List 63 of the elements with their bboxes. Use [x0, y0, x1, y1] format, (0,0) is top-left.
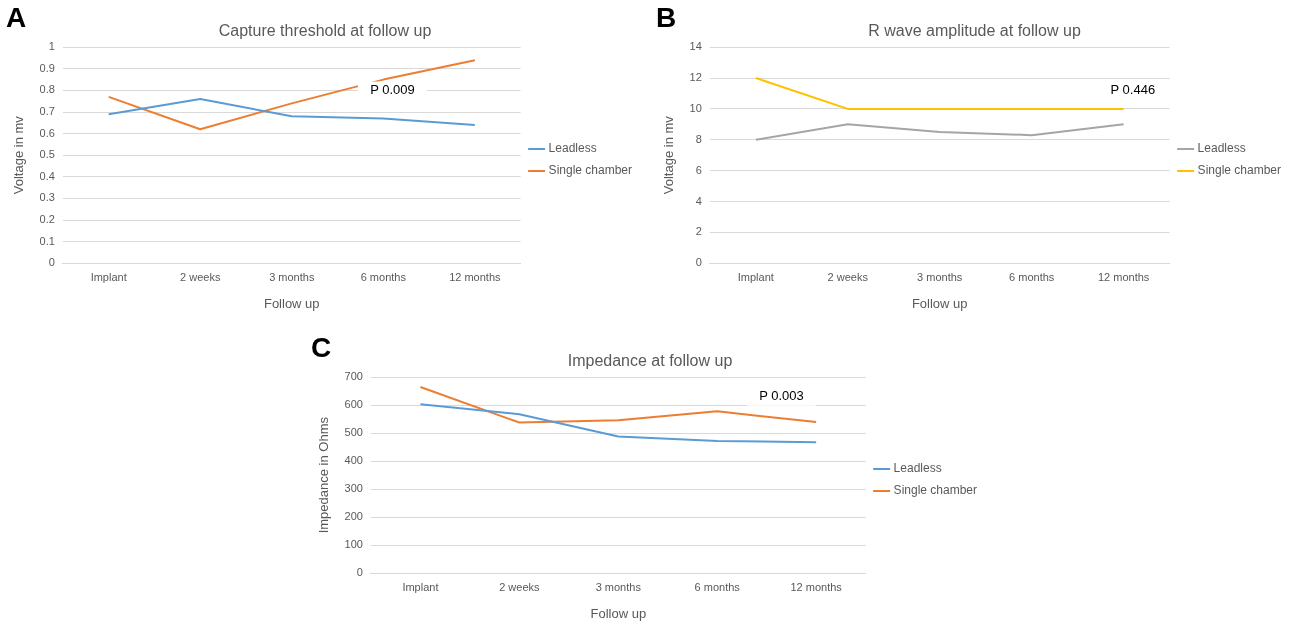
x-tick-label: 6 months [1009, 270, 1055, 283]
y-tick-label: 0.5 [39, 148, 55, 161]
legend-label: Single chamber [1197, 163, 1282, 178]
x-axis-title: Follow up [590, 605, 647, 621]
y-tick-label: 0 [695, 256, 702, 269]
y-tick-label: 6 [695, 163, 702, 176]
x-tick-label: Implant [402, 580, 439, 593]
x-tick-label: 2 weeks [180, 270, 221, 283]
x-tick-label: Implant [737, 270, 774, 283]
x-tick-label: 12 months [449, 270, 502, 283]
text: A [6, 2, 27, 34]
x-tick-label: 6 months [360, 270, 407, 283]
legend-label: Leadless [548, 141, 597, 156]
x-tick-label: 2 weeks [827, 270, 869, 283]
y-tick-label: 100 [344, 538, 363, 551]
x-tick-label: 2 weeks [499, 580, 541, 593]
y-tick-label: 2 [695, 225, 702, 238]
y-tick-label: 200 [344, 510, 363, 523]
annotation: P 0.009 [370, 81, 415, 97]
y-tick-label: 8 [695, 132, 702, 145]
x-axis-title: Follow up [911, 295, 968, 311]
text: C [311, 332, 332, 364]
y-tick-label: 400 [344, 454, 363, 467]
y-tick-label: 12 [689, 71, 702, 84]
y-tick-label: 0 [48, 256, 55, 269]
x-axis-title: Follow up [263, 295, 320, 311]
chart-title: R wave amplitude at follow up [868, 22, 1081, 40]
x-tick-label: 3 months [917, 270, 963, 283]
chart-title: Impedance at follow up [567, 352, 733, 370]
x-tick-label: 3 months [595, 580, 642, 593]
y-tick-label: 14 [689, 40, 702, 53]
x-tick-label: 12 months [1097, 270, 1150, 283]
chart-title: Capture threshold at follow up [218, 22, 432, 40]
x-tick-label: 12 months [790, 580, 843, 593]
annotation: P 0.446 [1110, 81, 1156, 97]
y-tick-label: 4 [695, 194, 702, 207]
x-tick-label: 6 months [694, 580, 741, 593]
y-tick-label: 10 [689, 101, 702, 114]
y-tick-label: 700 [344, 370, 363, 383]
legend-label: Single chamber [893, 483, 978, 498]
y-axis-title: Voltage in mv [661, 115, 677, 195]
y-tick-label: 0.8 [39, 83, 55, 96]
legend-label: Leadless [893, 461, 942, 476]
y-tick-label: 300 [344, 482, 363, 495]
annotation: P 0.003 [759, 388, 804, 404]
legend-label: Single chamber [548, 163, 633, 178]
y-tick-label: 0.2 [39, 213, 55, 226]
y-tick-label: 600 [344, 398, 363, 411]
y-tick-label: 0.3 [39, 191, 55, 204]
text: B [656, 2, 677, 34]
y-tick-label: 0 [356, 566, 363, 579]
y-tick-label: 500 [344, 426, 363, 439]
y-axis-title: Voltage in mv [11, 115, 27, 195]
y-tick-label: 0.6 [39, 126, 55, 139]
y-tick-label: 1 [48, 40, 55, 53]
y-tick-label: 0.1 [39, 234, 55, 247]
x-tick-label: 3 months [269, 270, 315, 283]
x-tick-label: Implant [90, 270, 127, 283]
y-tick-label: 0.7 [39, 105, 55, 118]
y-axis-title: Impedance in Ohms [316, 416, 332, 534]
y-tick-label: 0.4 [39, 169, 55, 182]
legend-label: Leadless [1197, 141, 1246, 156]
y-tick-label: 0.9 [39, 61, 55, 74]
